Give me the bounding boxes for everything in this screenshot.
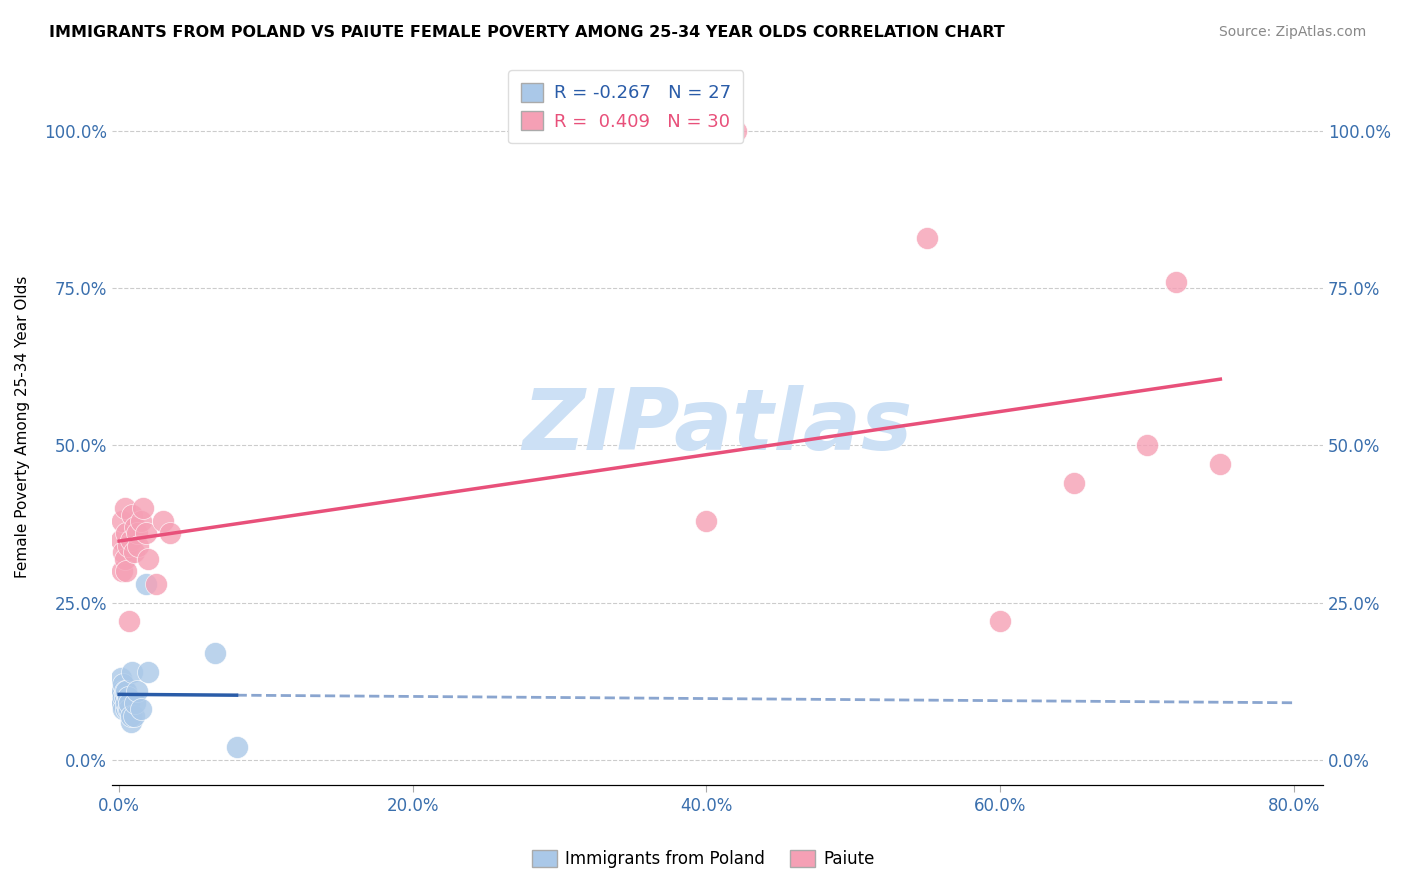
Point: [117, 702, 139, 716]
Point: [724, 124, 747, 138]
Y-axis label: Female Poverty Among 25-34 Year Olds: Female Poverty Among 25-34 Year Olds: [15, 276, 30, 578]
Point: [118, 696, 141, 710]
Point: [110, 533, 132, 547]
Point: [129, 702, 152, 716]
Point: [124, 520, 146, 534]
Point: [135, 576, 157, 591]
Point: [118, 702, 141, 716]
Point: [129, 514, 152, 528]
Point: [111, 564, 134, 578]
Point: [695, 514, 717, 528]
Point: [112, 677, 135, 691]
Point: [117, 539, 139, 553]
Point: [125, 683, 148, 698]
Point: [135, 526, 157, 541]
Point: [118, 615, 141, 629]
Point: [115, 683, 138, 698]
Point: [111, 514, 134, 528]
Point: [138, 665, 160, 679]
Point: [115, 702, 138, 716]
Point: [204, 646, 226, 660]
Point: [117, 690, 139, 704]
Point: [111, 683, 134, 698]
Point: [110, 671, 132, 685]
Text: Source: ZipAtlas.com: Source: ZipAtlas.com: [1219, 25, 1367, 39]
Point: [110, 690, 132, 704]
Point: [127, 539, 149, 553]
Legend: R = -0.267   N = 27, R =  0.409   N = 30: R = -0.267 N = 27, R = 0.409 N = 30: [509, 70, 744, 144]
Point: [111, 696, 134, 710]
Point: [225, 740, 247, 755]
Point: [915, 231, 938, 245]
Text: ZIPatlas: ZIPatlas: [522, 385, 912, 468]
Point: [120, 714, 142, 729]
Point: [121, 508, 143, 522]
Point: [138, 551, 160, 566]
Point: [1136, 438, 1159, 452]
Point: [121, 665, 143, 679]
Point: [114, 551, 136, 566]
Point: [159, 526, 181, 541]
Point: [115, 526, 138, 541]
Point: [131, 501, 153, 516]
Point: [115, 696, 138, 710]
Point: [120, 533, 142, 547]
Point: [112, 545, 135, 559]
Point: [122, 708, 145, 723]
Point: [152, 514, 174, 528]
Point: [122, 545, 145, 559]
Point: [125, 526, 148, 541]
Point: [112, 702, 135, 716]
Point: [114, 683, 136, 698]
Point: [120, 708, 142, 723]
Point: [1166, 275, 1188, 289]
Point: [1063, 476, 1085, 491]
Point: [114, 501, 136, 516]
Point: [115, 564, 138, 578]
Point: [988, 615, 1011, 629]
Point: [1209, 458, 1232, 472]
Point: [124, 696, 146, 710]
Point: [114, 690, 136, 704]
Text: IMMIGRANTS FROM POLAND VS PAIUTE FEMALE POVERTY AMONG 25-34 YEAR OLDS CORRELATIO: IMMIGRANTS FROM POLAND VS PAIUTE FEMALE …: [49, 25, 1005, 40]
Legend: Immigrants from Poland, Paiute: Immigrants from Poland, Paiute: [524, 843, 882, 875]
Point: [145, 576, 167, 591]
Point: [112, 690, 135, 704]
